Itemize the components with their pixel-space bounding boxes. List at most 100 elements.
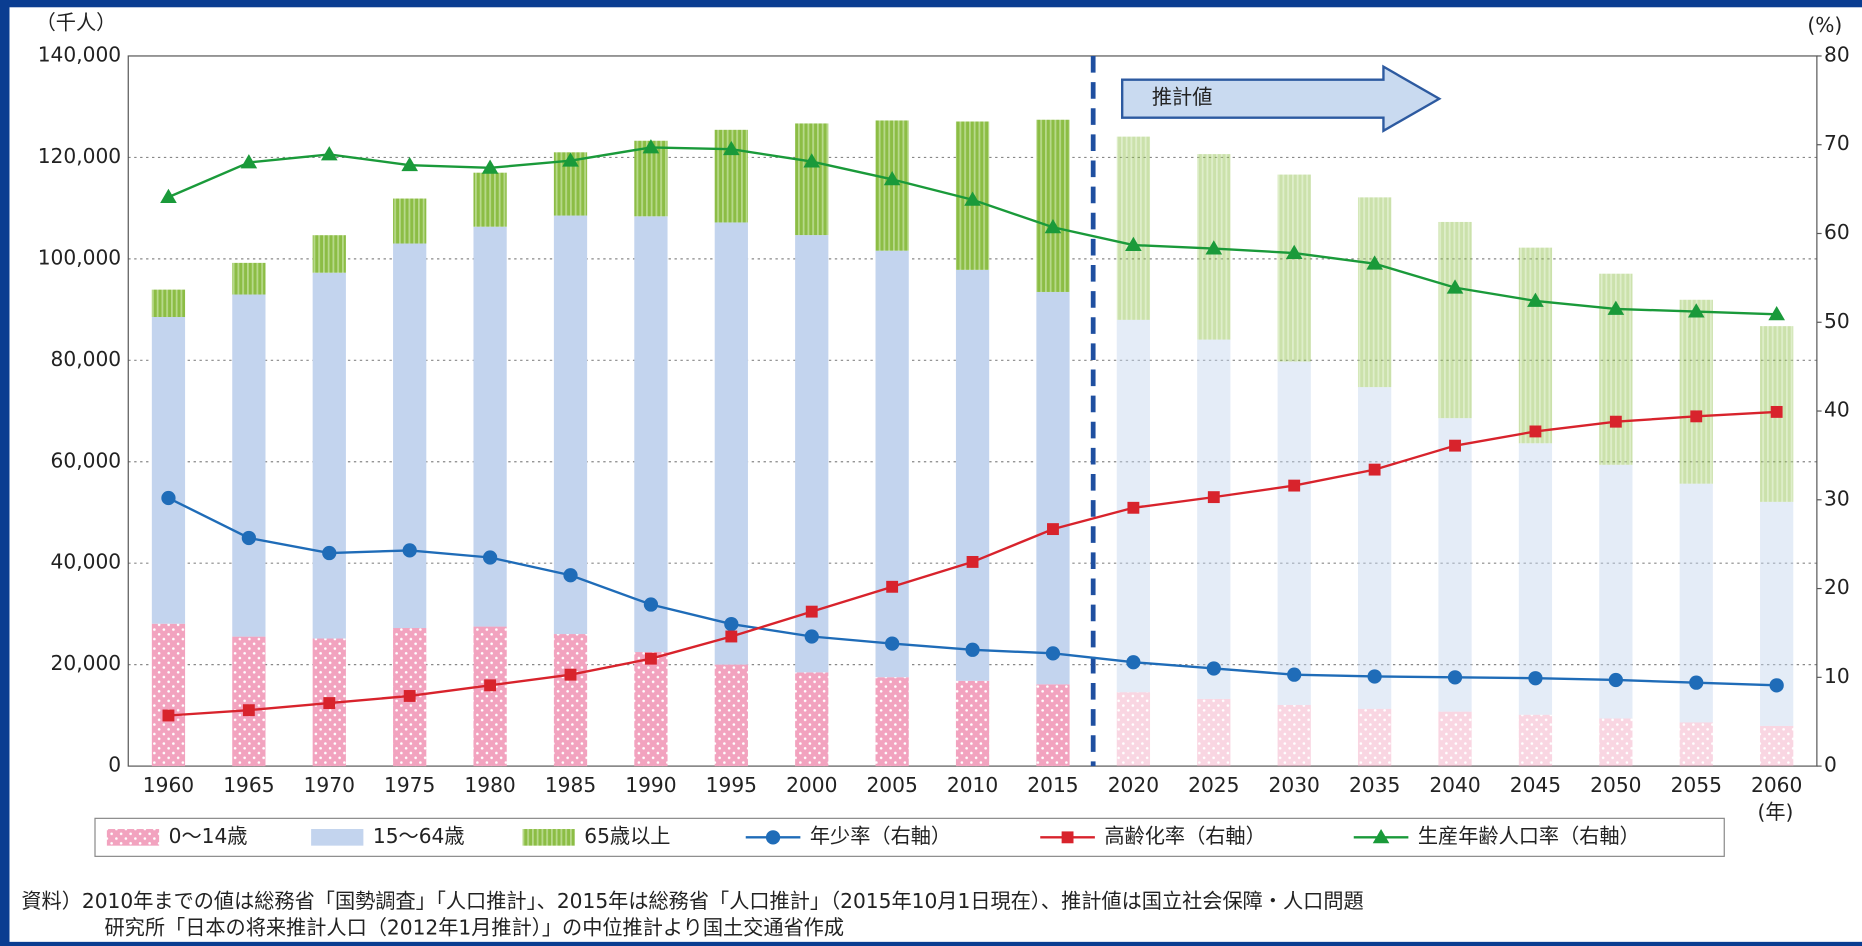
- y2-tick-label: 10: [1824, 664, 1850, 688]
- marker: [886, 581, 898, 593]
- x-tick-label: 1975: [384, 773, 435, 797]
- marker: [1448, 670, 1462, 684]
- legend-label: 高齢化率（右軸）: [1104, 824, 1265, 848]
- legend-label: 生産年齢人口率（右軸）: [1418, 824, 1640, 848]
- legend-swatch: [311, 829, 363, 846]
- marker: [1208, 491, 1220, 503]
- bar-segment: [1358, 387, 1391, 709]
- bar-segment: [1519, 248, 1552, 444]
- y2-tick-label: 0: [1824, 753, 1837, 777]
- x-tick-label: 1965: [223, 773, 274, 797]
- marker: [483, 550, 497, 564]
- y-tick-label: 80,000: [51, 347, 122, 371]
- bar-segment: [1358, 197, 1391, 387]
- x-tick-label: 1970: [304, 773, 355, 797]
- legend-label: 65歳以上: [584, 824, 670, 848]
- x-tick-label: 2015: [1027, 773, 1078, 797]
- bar-segment: [152, 317, 185, 624]
- marker: [243, 704, 255, 716]
- x-tick-label: 2045: [1510, 773, 1561, 797]
- x-tick-label: 1980: [464, 773, 515, 797]
- bar-segment: [393, 199, 426, 244]
- bar-segment: [1117, 692, 1150, 766]
- x-tick-label: 1990: [625, 773, 676, 797]
- x-unit: (年): [1758, 800, 1794, 824]
- y-tick-label: 0: [108, 753, 121, 777]
- panel: [10, 7, 1862, 942]
- bar-segment: [1278, 361, 1311, 705]
- y-tick-label: 60,000: [51, 448, 122, 472]
- bar-segment: [1599, 718, 1632, 766]
- marker: [805, 629, 819, 643]
- y2-tick-label: 70: [1824, 131, 1850, 155]
- marker: [563, 568, 577, 582]
- x-tick-label: 2035: [1349, 773, 1400, 797]
- y-tick-label: 40,000: [51, 550, 122, 574]
- marker: [1610, 416, 1622, 428]
- bar-segment: [1036, 120, 1069, 292]
- y2-tick-label: 30: [1824, 486, 1850, 510]
- legend-swatch: [107, 829, 159, 846]
- x-tick-label: 2030: [1269, 773, 1320, 797]
- bar-segment: [152, 624, 185, 766]
- marker: [645, 653, 657, 665]
- bar-segment: [1519, 715, 1552, 766]
- marker: [1127, 502, 1139, 514]
- source: 研究所「日本の将来推計人口（2012年1月推計）」の中位推計より国土交通省作成: [105, 915, 845, 939]
- x-tick-label: 2040: [1429, 773, 1480, 797]
- marker: [403, 543, 417, 557]
- marker: [1369, 464, 1381, 476]
- marker: [965, 643, 979, 657]
- marker: [644, 597, 658, 611]
- marker: [1126, 655, 1140, 669]
- bar-segment: [232, 263, 265, 295]
- marker: [1528, 671, 1542, 685]
- x-tick-label: 2055: [1671, 773, 1722, 797]
- bar-segment: [1278, 705, 1311, 766]
- marker: [1770, 678, 1784, 692]
- marker: [1288, 480, 1300, 492]
- bar-segment: [1278, 175, 1311, 362]
- marker: [1530, 426, 1542, 438]
- bar-segment: [1438, 418, 1471, 712]
- bar-segment: [1117, 137, 1150, 320]
- bar-segment: [1438, 222, 1471, 418]
- legend-marker: [766, 830, 780, 844]
- annotation: 推計値: [1152, 85, 1213, 109]
- legend-swatch: [523, 829, 575, 846]
- bar-segment: [795, 672, 828, 766]
- marker: [885, 636, 899, 650]
- marker: [806, 606, 818, 618]
- x-tick-label: 2025: [1188, 773, 1239, 797]
- legend-label: 0〜14歳: [169, 824, 248, 848]
- y2-tick-label: 20: [1824, 575, 1850, 599]
- bar-segment: [1358, 709, 1391, 766]
- marker: [725, 631, 737, 643]
- legend-label: 年少率（右軸）: [810, 824, 951, 848]
- x-tick-label: 1960: [143, 773, 194, 797]
- x-tick-label: 2000: [786, 773, 837, 797]
- marker: [724, 617, 738, 631]
- bar-segment: [473, 173, 506, 227]
- marker: [323, 697, 335, 709]
- x-tick-label: 1985: [545, 773, 596, 797]
- bar-segment: [715, 665, 748, 767]
- bar-segment: [1680, 722, 1713, 766]
- marker: [404, 690, 416, 702]
- y-tick-label: 100,000: [38, 245, 121, 269]
- y-unit: （千人）: [36, 10, 117, 34]
- bar-segment: [876, 677, 909, 766]
- y2-tick-label: 40: [1824, 398, 1850, 422]
- marker: [161, 491, 175, 505]
- marker: [163, 710, 175, 722]
- x-tick-label: 2050: [1590, 773, 1641, 797]
- bar-segment: [152, 290, 185, 317]
- bar-segment: [956, 270, 989, 681]
- x-tick-label: 2010: [947, 773, 998, 797]
- x-tick-label: 1995: [706, 773, 757, 797]
- bar-segment: [1760, 726, 1793, 766]
- y2-tick-label: 80: [1824, 42, 1850, 66]
- bar-segment: [876, 120, 909, 250]
- legend-marker: [1062, 831, 1074, 843]
